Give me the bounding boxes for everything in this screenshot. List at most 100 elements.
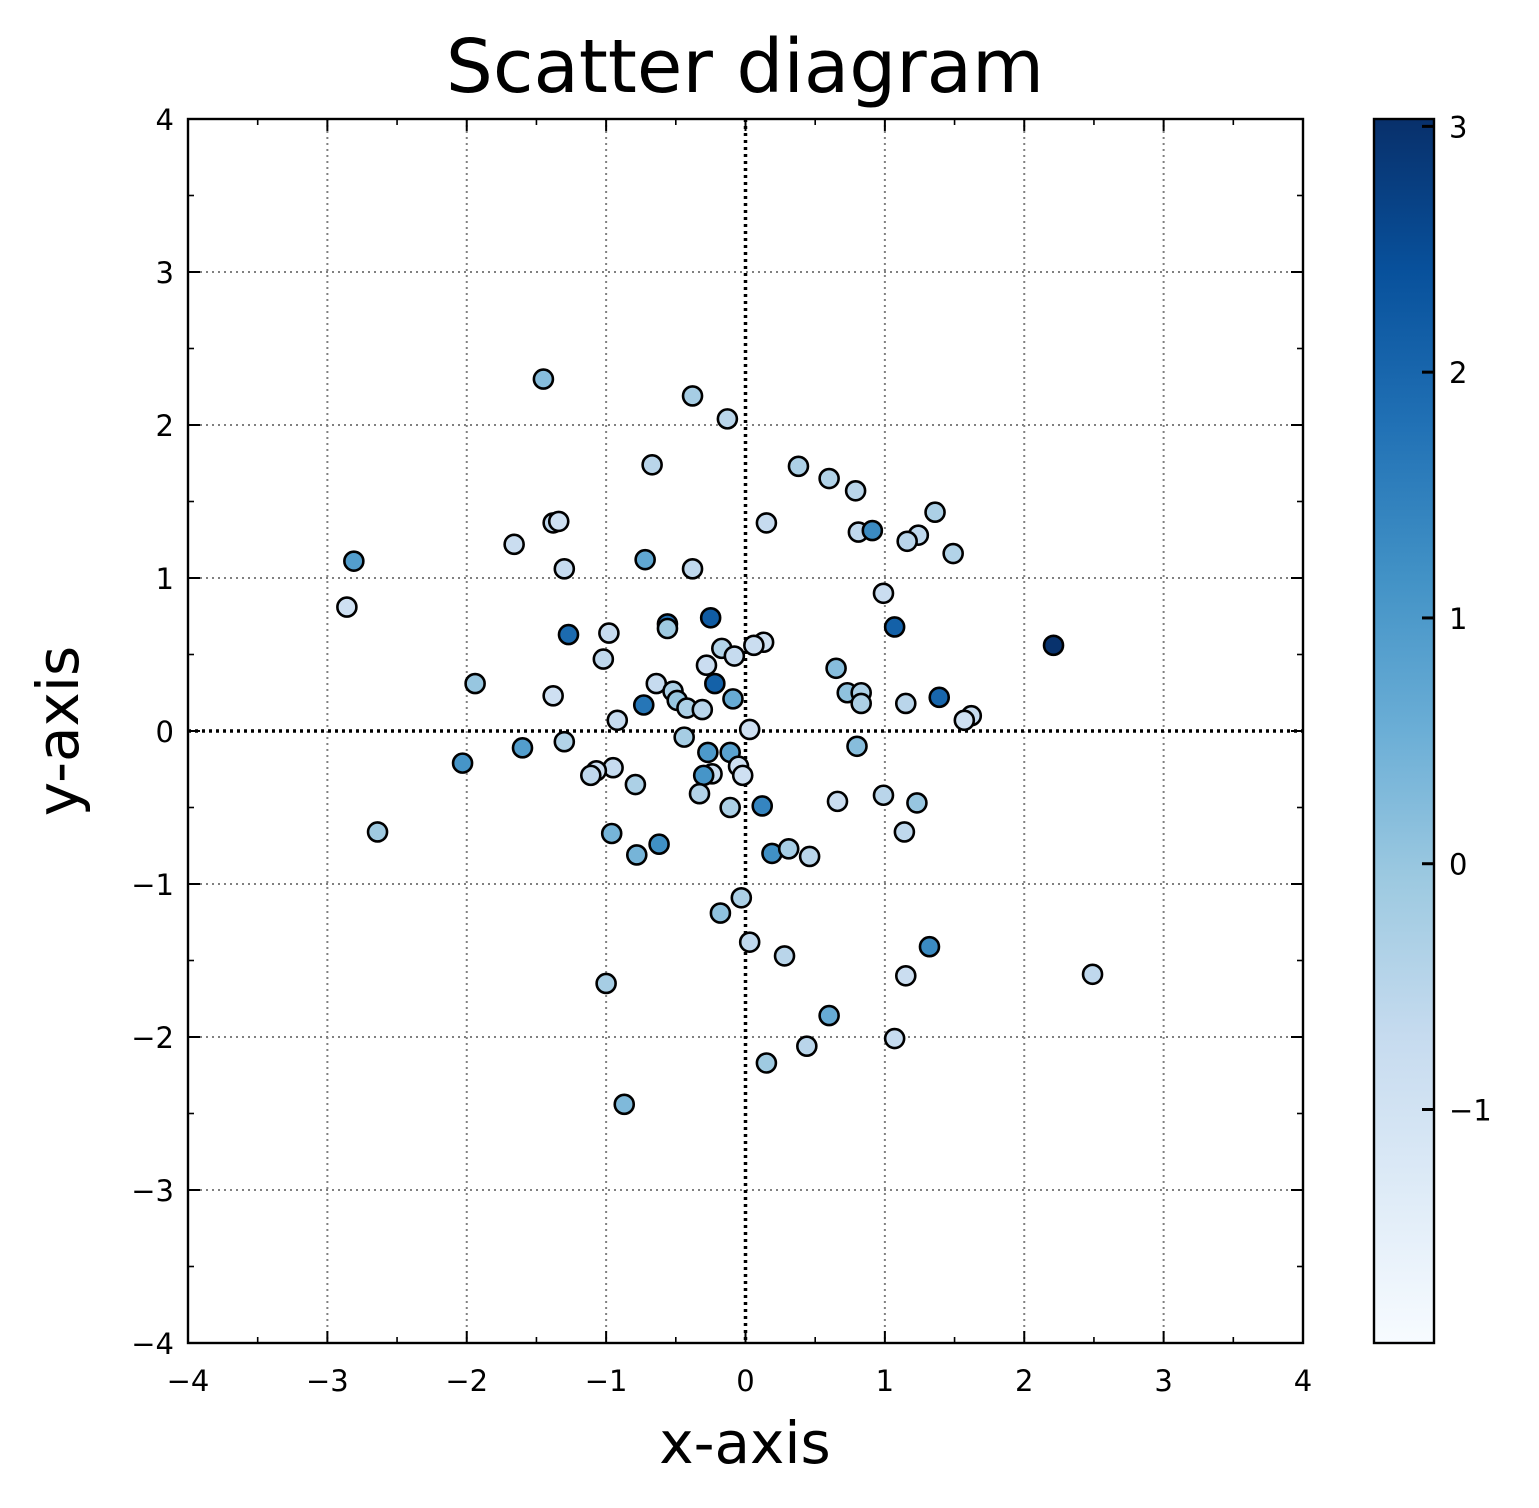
y-tick-label: 4 [156,103,174,137]
data-point [598,622,620,644]
y-axis-title: y-axis [24,646,92,816]
data-point [699,606,722,629]
data-point [606,709,629,732]
data-point [695,654,718,677]
y-tick-label: −2 [131,1021,174,1055]
data-point [625,844,648,866]
data-point [883,1027,906,1050]
data-point [894,964,917,987]
data-point [942,542,964,565]
data-point [755,1052,778,1074]
x-tick-label: −1 [585,1364,628,1398]
y-tick-label: 0 [156,715,174,749]
colorbar-ticks: −1 0 1 2 3 [1422,110,1492,1128]
data-point [464,672,486,695]
x-tick-label: −4 [167,1364,210,1398]
data-point [818,467,840,490]
data-point [681,385,704,407]
data-point [716,408,739,430]
y-tick-label: 2 [156,409,174,443]
data-point [553,730,576,753]
axis-ticks [187,118,1304,1344]
y-tick-label: 3 [156,256,174,290]
colorbar [1372,117,1436,1345]
data-point [366,821,389,843]
data-point [600,822,623,845]
data-point [896,530,918,553]
data-point [825,657,847,680]
data-point [692,764,715,787]
data-point [704,672,726,695]
data-point [1042,634,1065,657]
data-point [632,694,655,716]
x-tick-labels: −4 −3 −2 −1 0 1 2 3 4 [167,1364,1313,1398]
y-tick-label: −3 [131,1174,174,1208]
data-point [743,634,765,657]
data-point [844,479,867,502]
data-point [343,550,365,572]
data-point [634,548,656,571]
x-tick-label: −2 [445,1364,488,1398]
data-point [883,616,906,638]
data-point [709,902,732,924]
colorbar-tick-label: 0 [1449,848,1467,882]
x-tick-label: −3 [306,1364,349,1398]
chart-title: Scatter diagram [446,24,1044,110]
data-point [846,735,868,758]
data-point [826,790,849,813]
x-tick-label: 0 [736,1364,754,1398]
data-point [1081,963,1104,986]
data-point [547,510,570,533]
data-point [557,623,580,646]
data-point [818,1004,840,1027]
data-point [656,617,679,640]
data-point [511,737,534,759]
data-point [624,773,647,796]
data-point [451,752,474,774]
data-point [953,709,976,732]
data-point [924,501,946,524]
x-tick-label: 2 [1015,1364,1033,1398]
data-point [595,972,617,995]
data-point [861,519,884,542]
data-point [553,558,576,580]
data-point [641,453,663,476]
colorbar-tick-label: 2 [1449,356,1467,390]
data-point [798,845,821,868]
data-point [872,784,895,807]
data-point [872,582,895,605]
y-tick-labels: −4 −3 −2 −1 0 1 2 3 4 [131,103,174,1361]
data-point [731,764,754,787]
data-point [918,935,941,958]
data-point [719,796,741,819]
data-point [738,718,761,741]
colorbar-tick-label: −1 [1449,1094,1492,1128]
data-point [503,533,525,556]
data-point [648,833,670,856]
data-point [850,692,872,715]
data-point [738,931,761,953]
data-point [906,792,928,814]
data-point [336,596,358,618]
data-point [755,512,778,534]
data-point [730,886,753,909]
y-tick-label: −1 [131,868,174,902]
data-point [542,685,564,707]
data-point [688,782,711,805]
data-point [777,838,800,860]
x-tick-label: 1 [876,1364,894,1398]
data-point [928,686,951,709]
data-point [787,455,810,478]
data-point [722,688,744,710]
x-axis-title: x-axis [659,1409,830,1477]
data-point [773,945,796,967]
data-point [579,764,602,787]
data-point [681,558,704,580]
data-point [532,368,555,390]
x-tick-label: 3 [1154,1364,1172,1398]
data-point [673,726,695,748]
data-point [613,1093,636,1116]
data-point [697,741,719,764]
y-tick-label: 1 [156,562,174,596]
